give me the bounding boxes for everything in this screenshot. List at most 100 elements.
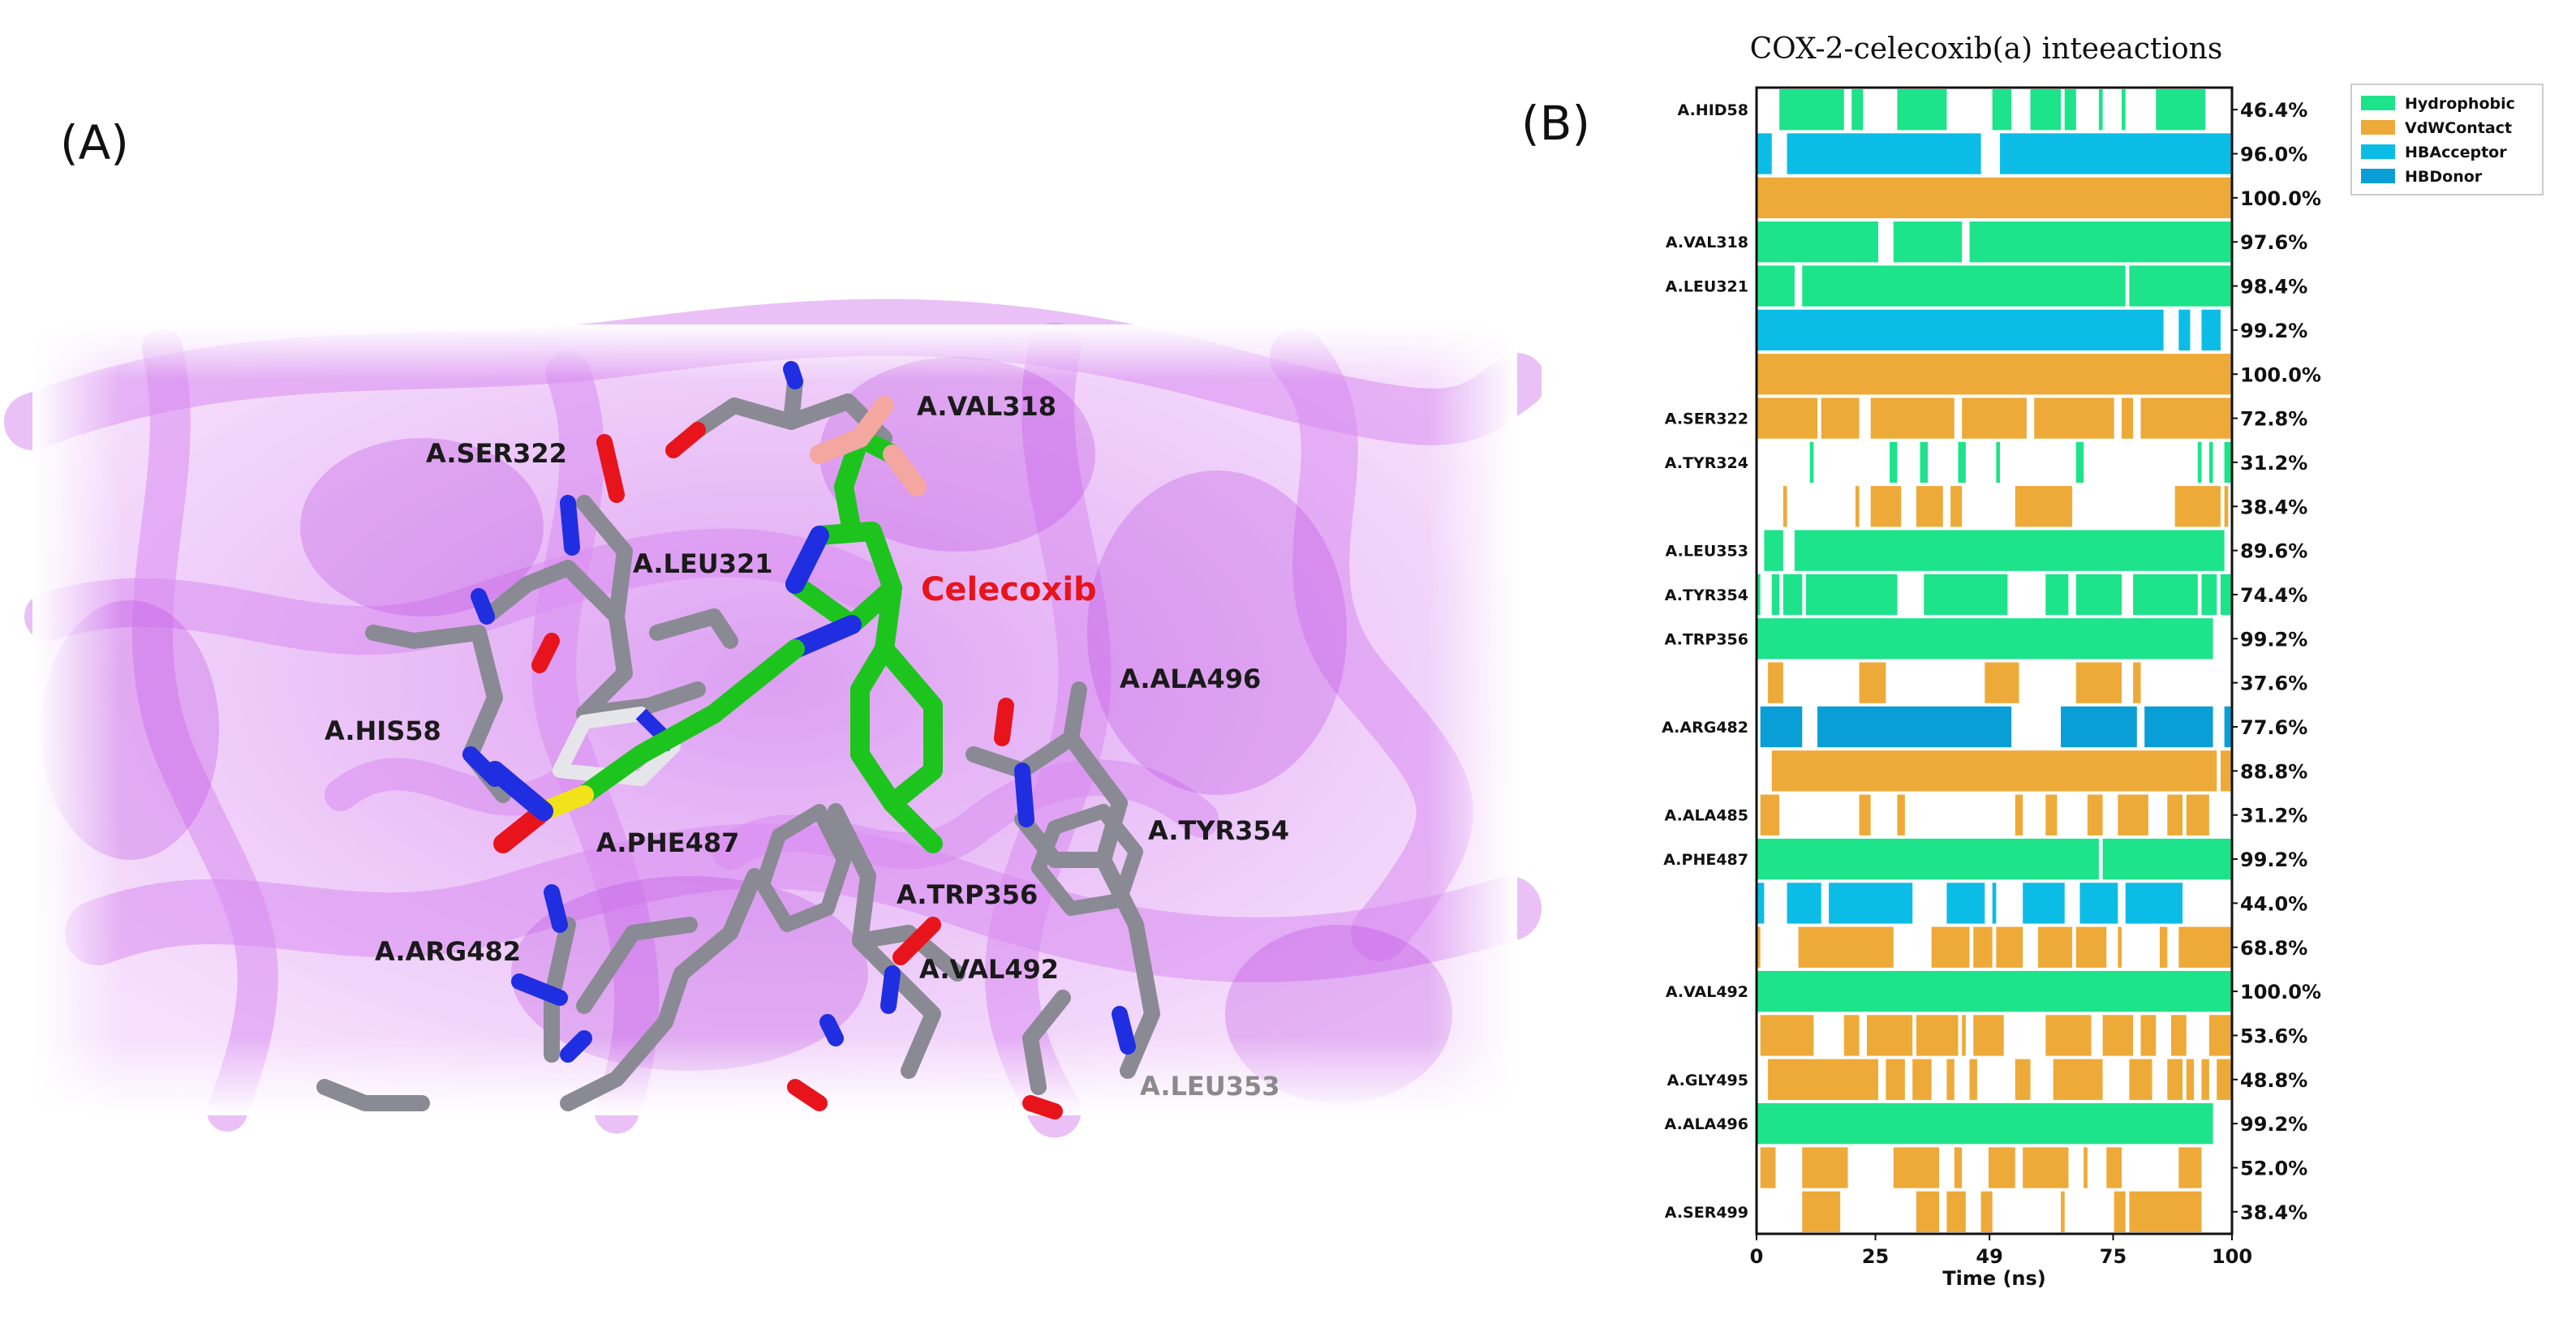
interaction-row — [1783, 486, 2229, 527]
residue-label: A.ALA485 — [1665, 807, 1748, 825]
residue-label: A.TRP356 — [1665, 630, 1748, 648]
interaction-row — [1757, 1102, 2213, 1145]
ligand-label-celecoxib: Celecoxib — [921, 571, 1097, 608]
x-tick-label: 25 — [1862, 1245, 1889, 1268]
residue-label-ala496: A.ALA496 — [1120, 664, 1261, 694]
residue-label: A.PHE487 — [1663, 851, 1748, 869]
x-tick-label: 75 — [2100, 1245, 2127, 1268]
residue-label-trp356: A.TRP356 — [897, 879, 1038, 910]
interaction-row — [1757, 970, 2232, 1012]
residue-label: A.SER322 — [1665, 410, 1748, 428]
residue-label: A.VAL492 — [1666, 983, 1748, 1001]
x-axis-label: Time (ns) — [1942, 1267, 2046, 1290]
occupancy-value: 48.8% — [2240, 1069, 2307, 1092]
interaction-row — [1771, 750, 2232, 792]
interaction-row — [1802, 1191, 2202, 1232]
occupancy-value: 46.4% — [2240, 99, 2307, 122]
occupancy-value: 52.0% — [2240, 1157, 2307, 1179]
occupancy-value: 88.8% — [2240, 760, 2307, 783]
trp356-ring — [755, 804, 851, 932]
interaction-row — [1809, 441, 2232, 483]
residue-label-leu321: A.LEU321 — [633, 548, 773, 579]
occupancy-value: 98.4% — [2240, 276, 2307, 299]
occupancy-value: 72.8% — [2240, 408, 2307, 431]
residue-label-arg482: A.ARG482 — [375, 936, 521, 967]
residue-axis-labels: A.HID58 A.VAL318 A.LEU321 A.SER322 A.TYR324 A… — [1662, 101, 1748, 1222]
interaction-row — [1768, 1059, 2232, 1100]
occupancy-value: 53.6% — [2240, 1025, 2307, 1047]
interaction-row — [1757, 133, 2232, 174]
residue-label: A.TYR354 — [1665, 586, 1748, 604]
interaction-row — [1760, 706, 2232, 748]
celecoxib-ligand — [485, 396, 943, 853]
legend-swatch — [2361, 169, 2395, 183]
x-tick-label: 100 — [2212, 1245, 2252, 1268]
residue-label-val492: A.VAL492 — [919, 954, 1059, 985]
occupancy-value: 99.2% — [2240, 1113, 2307, 1136]
residue-sticks — [316, 361, 1160, 1119]
legend-swatch — [2361, 120, 2395, 135]
occupancy-value: 68.8% — [2240, 937, 2307, 960]
interaction-row — [1764, 530, 2225, 571]
occupancy-labels: 46.4% 96.0% 100.0% 97.6% 98.4% 99.2% 100.0% 72.… — [2232, 99, 2321, 1224]
occupancy-value: 44.0% — [2240, 892, 2307, 915]
residue-label-leu353: A.LEU353 — [1140, 1071, 1280, 1102]
occupancy-value: 99.2% — [2240, 849, 2307, 871]
legend-swatch — [2361, 144, 2395, 159]
residue-label-his58: A.HIS58 — [325, 715, 441, 746]
residue-label: A.LEU321 — [1666, 278, 1748, 296]
interaction-row — [1757, 618, 2213, 660]
occupancy-value: 100.0% — [2240, 187, 2321, 210]
interaction-row — [1779, 89, 2206, 131]
interaction-row — [1757, 221, 2232, 263]
residue-label: A.ARG482 — [1662, 719, 1748, 737]
heatmap-plot-area — [1757, 89, 2232, 1232]
occupancy-value: 97.6% — [2240, 231, 2307, 254]
plot-frame — [1755, 86, 2234, 1235]
occupancy-value: 99.2% — [2240, 628, 2307, 651]
residue-label: A.LEU353 — [1666, 543, 1748, 561]
residue-label-tyr354: A.TYR354 — [1148, 815, 1289, 846]
legend-entry: Hydrophobic — [2405, 95, 2515, 113]
legend-entry: HBDonor — [2405, 168, 2483, 186]
occupancy-value: 100.0% — [2240, 981, 2321, 1003]
interaction-row — [1757, 926, 2232, 968]
occupancy-value: 89.6% — [2240, 540, 2307, 563]
panel-a-binding-pose: (A) — [4, 115, 1542, 1138]
interaction-row — [1760, 1147, 2202, 1188]
occupancy-value: 99.2% — [2240, 320, 2307, 342]
interaction-row — [1757, 265, 2232, 307]
residue-label: A.GLY495 — [1667, 1072, 1748, 1089]
interaction-row — [1757, 574, 2232, 616]
x-tick-label: 0 — [1750, 1245, 1764, 1268]
occupancy-value: 37.6% — [2240, 672, 2307, 695]
legend-swatch — [2361, 96, 2395, 110]
occupancy-value: 31.2% — [2240, 805, 2307, 827]
interaction-row — [1757, 309, 2221, 351]
x-axis: 0 25 49 75 100 — [1750, 1234, 2252, 1268]
interaction-row — [1760, 794, 2209, 836]
residue-label: A.VAL318 — [1666, 234, 1748, 251]
interaction-row — [1757, 838, 2232, 880]
residue-label: A.TYR324 — [1665, 454, 1748, 472]
occupancy-value: 31.2% — [2240, 452, 2307, 475]
legend-entry: VdWContact — [2405, 119, 2512, 137]
x-tick-label: 49 — [1976, 1245, 2002, 1268]
interaction-row — [1757, 177, 2232, 219]
interaction-row — [1757, 883, 2183, 924]
occupancy-value: 74.4% — [2240, 584, 2307, 607]
tyr354-ring — [1031, 804, 1143, 916]
interaction-row — [1757, 397, 2232, 439]
residue-label-phe487: A.PHE487 — [596, 827, 739, 858]
occupancy-value: 77.6% — [2240, 716, 2307, 739]
residue-label: A.HID58 — [1678, 101, 1748, 119]
occupancy-value: 96.0% — [2240, 144, 2307, 166]
interaction-row — [1768, 662, 2141, 703]
residue-label-val318: A.VAL318 — [917, 391, 1056, 422]
panel-a-letter: (A) — [60, 115, 129, 170]
residue-label: A.ALA496 — [1665, 1115, 1748, 1133]
occupancy-value: 38.4% — [2240, 496, 2307, 518]
interaction-row — [1757, 354, 2232, 395]
protein-ribbon-backdrop — [4, 299, 1542, 1138]
